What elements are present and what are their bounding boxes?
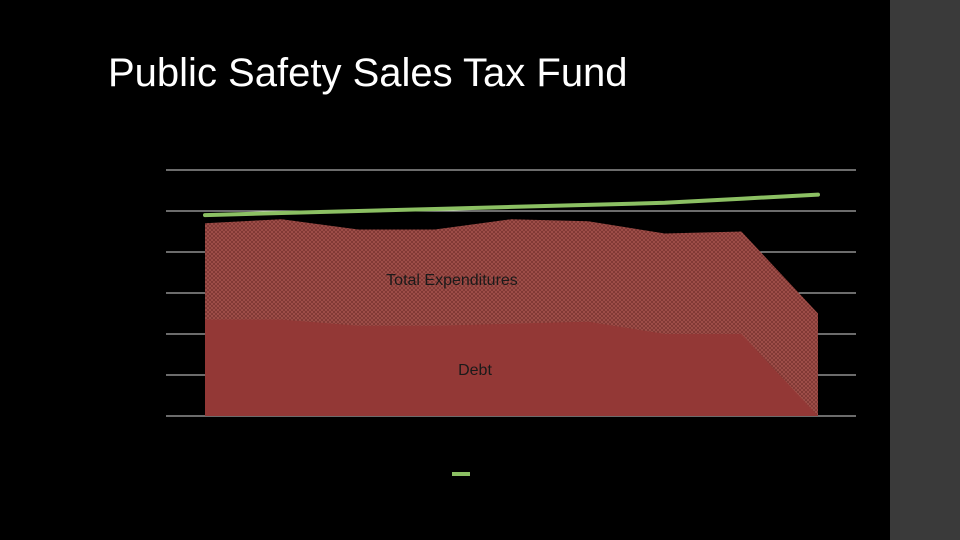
- line-series-group: [203, 192, 820, 218]
- total-expenditures-label: Total Expenditures: [386, 272, 518, 289]
- debt-label: Debt: [458, 362, 492, 379]
- debt-area: [205, 319, 818, 416]
- series-labels: Total Expenditures Debt: [386, 272, 518, 379]
- revenue-line: [203, 192, 820, 218]
- area-series-group: [205, 219, 818, 416]
- side-bar: [890, 0, 960, 540]
- legend: [452, 472, 470, 476]
- area-chart: Total Expenditures Debt: [166, 169, 856, 476]
- slide-title: Public Safety Sales Tax Fund: [108, 51, 628, 95]
- legend-swatch-line: [452, 472, 470, 476]
